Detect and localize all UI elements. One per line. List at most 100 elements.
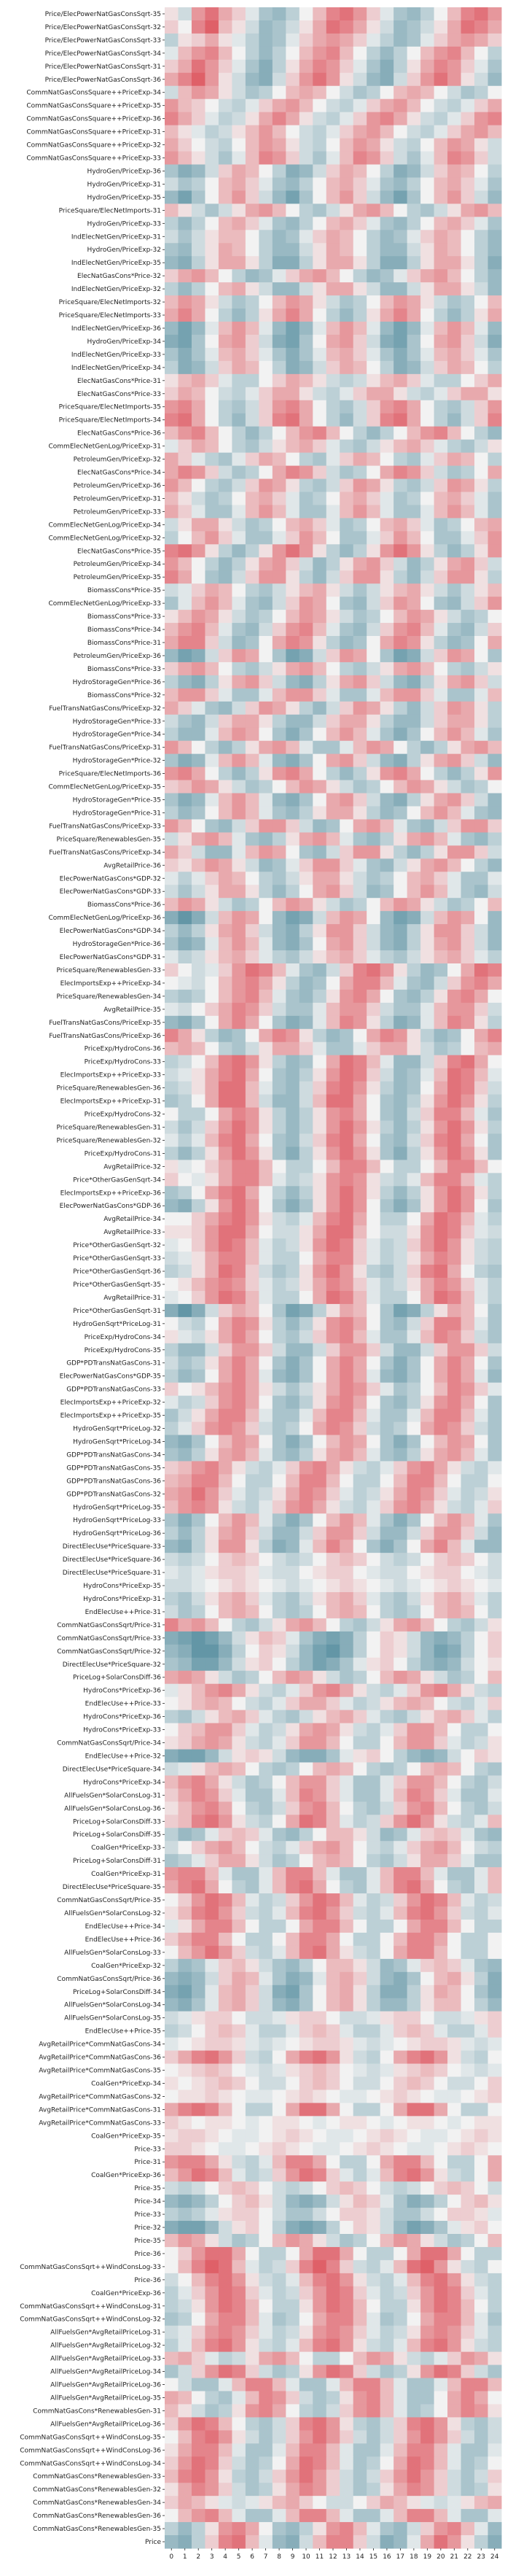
- heatmap-cell: [474, 2259, 489, 2274]
- heatmap-cell: [380, 2496, 394, 2510]
- heatmap-cell: [165, 898, 179, 912]
- heatmap-cell: [299, 492, 313, 505]
- heatmap-cell: [447, 322, 462, 335]
- heatmap-cell: [447, 2195, 462, 2208]
- heatmap-cell: [286, 1500, 300, 1514]
- heatmap-cell: [165, 2024, 179, 2038]
- row-label: IndElecNetGen/PriceExp-32: [71, 286, 161, 293]
- heatmap-cell: [178, 1723, 192, 1737]
- heatmap-cell: [286, 243, 300, 257]
- heatmap-cell: [205, 2090, 219, 2103]
- heatmap-cell: [165, 950, 179, 964]
- heatmap-cell: [205, 7, 219, 21]
- heatmap-cell: [191, 2391, 205, 2405]
- heatmap-cell: [474, 740, 489, 755]
- heatmap-cell: [191, 72, 205, 87]
- heatmap-cell: [407, 1553, 421, 1567]
- heatmap-cell: [232, 976, 246, 990]
- heatmap-cell: [353, 20, 367, 34]
- heatmap-cell: [380, 1958, 394, 1973]
- heatmap-cell: [299, 478, 313, 492]
- heatmap-cell: [272, 1880, 286, 1894]
- heatmap-cell: [165, 2286, 179, 2300]
- heatmap-cell: [447, 2221, 462, 2235]
- heatmap-cell: [380, 885, 394, 899]
- heatmap-cell: [178, 1841, 192, 1855]
- heatmap-cell: [286, 1592, 300, 1606]
- row-label: CommElecNetGenLog/PriceExp-32: [49, 535, 162, 542]
- heatmap-cell: [191, 1343, 205, 1357]
- heatmap-cell: [420, 2351, 435, 2366]
- heatmap-cell: [299, 1408, 313, 1423]
- heatmap-cell: [286, 1579, 300, 1593]
- heatmap-cell: [447, 1893, 462, 1907]
- heatmap-cell: [191, 256, 205, 270]
- heatmap-cell: [474, 72, 489, 87]
- heatmap-cell: [299, 793, 313, 807]
- heatmap-cell: [420, 1605, 435, 1619]
- heatmap-cell: [326, 648, 340, 663]
- heatmap-cell: [191, 2037, 205, 2052]
- heatmap-cell: [191, 688, 205, 702]
- heatmap-cell: [461, 1644, 475, 1659]
- heatmap-cell: [259, 2364, 273, 2379]
- heatmap-cell: [461, 793, 475, 807]
- heatmap-cell: [420, 217, 435, 230]
- heatmap-cell: [218, 1448, 232, 1462]
- heatmap-cell: [393, 1343, 408, 1357]
- heatmap-cell: [191, 924, 205, 938]
- heatmap-cell: [474, 1945, 489, 1960]
- heatmap-cell: [353, 256, 367, 270]
- heatmap-cell: [474, 767, 489, 781]
- heatmap-cell: [178, 1526, 192, 1540]
- heatmap-cell: [232, 845, 246, 859]
- heatmap-cell: [165, 2273, 179, 2287]
- heatmap-cell: [245, 492, 259, 505]
- heatmap-cell: [259, 1592, 273, 1606]
- heatmap-cell: [420, 2470, 435, 2483]
- heatmap-cell: [218, 492, 232, 505]
- heatmap-cell: [474, 98, 489, 113]
- heatmap-cell: [367, 2142, 381, 2156]
- heatmap-cell: [232, 780, 246, 794]
- heatmap-cell: [205, 1592, 219, 1606]
- heatmap-cell: [367, 1723, 381, 1737]
- heatmap-cell: [191, 1382, 205, 1397]
- heatmap-cell: [407, 898, 421, 912]
- heatmap-cell: [326, 1041, 340, 1056]
- heatmap-cell: [447, 1657, 462, 1672]
- heatmap-cell: [393, 1906, 408, 1920]
- heatmap-cell: [474, 1605, 489, 1619]
- heatmap-cell: [178, 2221, 192, 2235]
- heatmap-cell: [326, 1553, 340, 1567]
- heatmap-cell: [340, 138, 354, 152]
- heatmap-cell: [393, 2364, 408, 2379]
- heatmap-cell: [218, 1160, 232, 1173]
- heatmap-cell: [407, 2286, 421, 2300]
- heatmap-cell: [434, 46, 448, 61]
- heatmap-cell: [407, 2325, 421, 2340]
- heatmap-cell: [299, 2011, 313, 2025]
- heatmap-cell: [367, 1238, 381, 1252]
- heatmap-cell: [205, 2011, 219, 2025]
- heatmap-cell: [447, 675, 462, 689]
- heatmap-cell: [178, 2259, 192, 2274]
- heatmap-cell: [313, 753, 327, 768]
- heatmap-cell: [380, 1657, 394, 1672]
- heatmap-cell: [407, 2456, 421, 2470]
- heatmap-cell: [272, 505, 286, 519]
- heatmap-cell: [313, 1670, 327, 1685]
- heatmap-cell: [218, 452, 232, 467]
- heatmap-cell: [461, 1998, 475, 2012]
- heatmap-cell: [447, 898, 462, 912]
- heatmap-cell: [407, 1369, 421, 1384]
- heatmap-cell: [474, 1356, 489, 1370]
- heatmap-cell: [326, 151, 340, 166]
- heatmap-cell: [380, 1500, 394, 1514]
- heatmap-cell: [286, 1252, 300, 1265]
- heatmap-cell: [272, 1945, 286, 1960]
- heatmap-cell: [407, 531, 421, 545]
- heatmap-cell: [420, 2063, 435, 2077]
- heatmap-cell: [380, 1592, 394, 1606]
- heatmap-cell: [380, 2221, 394, 2235]
